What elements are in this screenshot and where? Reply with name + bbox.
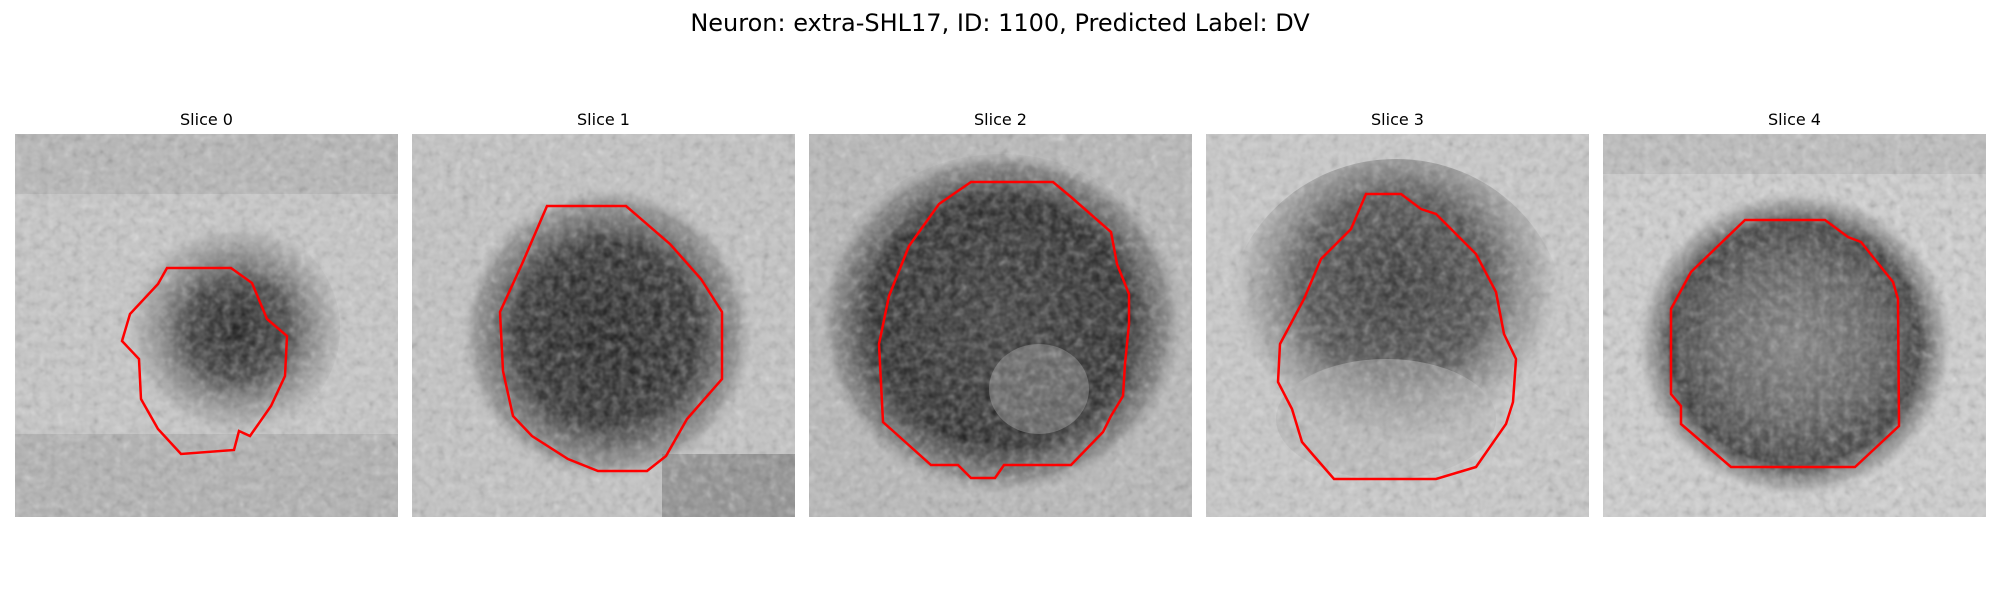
neuron-outline-2 (877, 180, 1131, 480)
slice-title-3: Slice 3 (1371, 110, 1424, 129)
neuron-outline-0 (120, 266, 289, 456)
slice-title-4: Slice 4 (1768, 110, 1821, 129)
neuron-outline-3 (1276, 192, 1518, 481)
slice-image-0 (15, 134, 398, 517)
neuron-outline-4 (1669, 218, 1901, 469)
slice-title-1: Slice 1 (577, 110, 630, 129)
slice-image-3 (1206, 134, 1589, 517)
figure-title: Neuron: extra-SHL17, ID: 1100, Predicted… (690, 9, 1310, 37)
slice-title-0: Slice 0 (180, 110, 233, 129)
neuron-outline-1 (498, 204, 724, 473)
slice-panel-0: Slice 0 (15, 110, 398, 517)
slice-title-2: Slice 2 (974, 110, 1027, 129)
slice-panel-3: Slice 3 (1206, 110, 1589, 517)
slice-image-2 (809, 134, 1192, 517)
slice-image-4 (1603, 134, 1986, 517)
slice-panel-1: Slice 1 (412, 110, 795, 517)
slice-image-1 (412, 134, 795, 517)
slice-panel-4: Slice 4 (1603, 110, 1986, 517)
slice-panel-2: Slice 2 (809, 110, 1192, 517)
